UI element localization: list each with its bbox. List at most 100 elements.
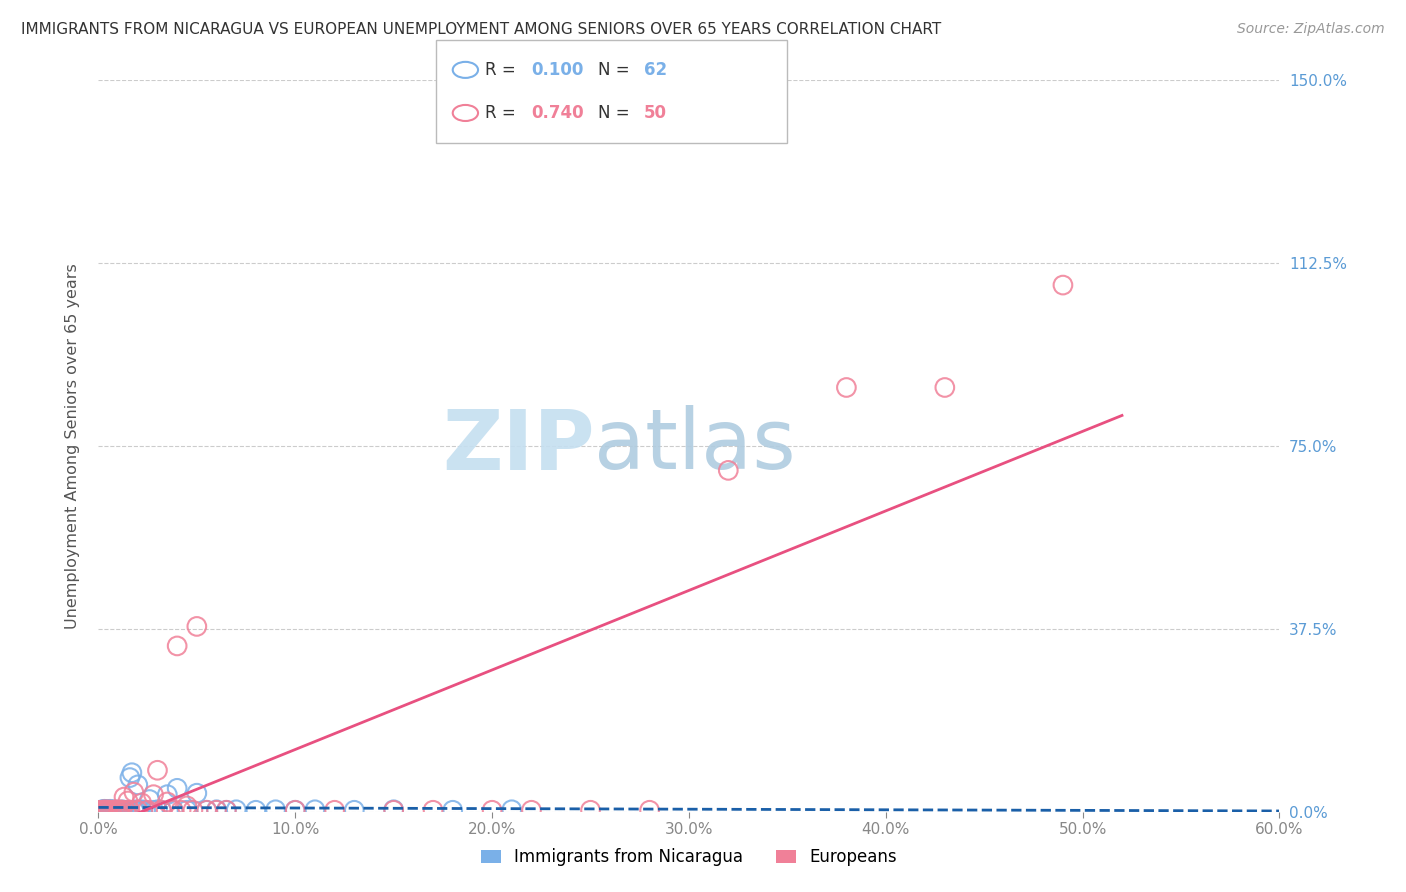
Point: [156, 788, 179, 802]
Point: [186, 786, 208, 800]
Point: [89, 803, 111, 817]
Point: [93, 802, 115, 816]
Point: [96, 803, 118, 817]
Point: [136, 803, 159, 817]
Point: [111, 804, 134, 818]
Point: [111, 803, 134, 817]
Point: [142, 803, 165, 817]
Point: [138, 792, 160, 806]
Text: N =: N =: [598, 61, 634, 78]
Point: [146, 803, 169, 817]
Text: 0.740: 0.740: [531, 104, 583, 122]
Point: [107, 804, 129, 818]
Point: [150, 803, 173, 817]
Point: [150, 803, 173, 817]
Point: [93, 803, 115, 817]
Text: R =: R =: [485, 104, 522, 122]
Point: [107, 803, 129, 817]
Point: [108, 803, 131, 817]
Point: [835, 380, 858, 394]
Point: [382, 803, 405, 817]
Point: [156, 795, 179, 809]
Point: [195, 803, 218, 817]
Point: [96, 803, 118, 817]
Point: [101, 803, 124, 817]
Point: [101, 803, 124, 817]
Point: [122, 803, 145, 817]
Point: [638, 803, 661, 817]
Text: 0.100: 0.100: [531, 61, 583, 78]
Point: [205, 803, 228, 817]
Point: [96, 803, 118, 817]
Point: [127, 803, 149, 817]
Point: [520, 803, 543, 817]
Point: [98, 803, 121, 817]
Point: [91, 803, 114, 817]
Point: [225, 803, 247, 817]
Point: [142, 788, 165, 802]
Point: [115, 804, 138, 818]
Point: [115, 803, 138, 817]
Point: [131, 803, 153, 817]
Text: 62: 62: [644, 61, 666, 78]
Point: [91, 804, 114, 818]
Point: [103, 803, 125, 817]
Point: [441, 803, 464, 817]
Legend: Immigrants from Nicaragua, Europeans: Immigrants from Nicaragua, Europeans: [474, 841, 904, 873]
Point: [91, 804, 114, 818]
Point: [323, 803, 346, 817]
Point: [128, 803, 150, 817]
Point: [89, 804, 111, 818]
Point: [125, 803, 148, 817]
Point: [195, 803, 218, 817]
Point: [98, 803, 121, 817]
Point: [181, 803, 204, 817]
Point: [98, 804, 121, 818]
Point: [96, 804, 118, 818]
Point: [1052, 278, 1074, 293]
Point: [111, 803, 134, 817]
Point: [103, 803, 125, 817]
Point: [481, 803, 503, 817]
Text: R =: R =: [485, 61, 522, 78]
Point: [93, 803, 115, 817]
Point: [166, 639, 188, 653]
Point: [162, 803, 184, 817]
Point: [215, 803, 238, 817]
Point: [117, 794, 139, 808]
Text: 50: 50: [644, 104, 666, 122]
Point: [107, 803, 129, 817]
Point: [215, 803, 238, 817]
Point: [97, 803, 120, 817]
Point: [97, 803, 120, 817]
Point: [135, 803, 157, 817]
Point: [934, 380, 956, 394]
Point: [186, 619, 208, 633]
Point: [264, 803, 287, 817]
Point: [96, 804, 118, 818]
Point: [131, 796, 153, 810]
Point: [112, 803, 135, 817]
Point: [304, 803, 326, 817]
Point: [105, 803, 128, 817]
Point: [89, 804, 111, 818]
Point: [162, 803, 184, 817]
Text: IMMIGRANTS FROM NICARAGUA VS EUROPEAN UNEMPLOYMENT AMONG SENIORS OVER 65 YEARS C: IMMIGRANTS FROM NICARAGUA VS EUROPEAN UN…: [21, 22, 942, 37]
Point: [105, 804, 128, 818]
Y-axis label: Unemployment Among Seniors over 65 years: Unemployment Among Seniors over 65 years: [65, 263, 80, 629]
Text: atlas: atlas: [595, 406, 796, 486]
Point: [98, 802, 121, 816]
Point: [176, 798, 198, 813]
Point: [103, 803, 125, 817]
Point: [343, 803, 366, 817]
Point: [101, 804, 124, 818]
Text: N =: N =: [598, 104, 634, 122]
Point: [91, 803, 114, 817]
Point: [89, 803, 111, 817]
Point: [118, 803, 141, 817]
Point: [284, 803, 307, 817]
Point: [117, 803, 139, 817]
Point: [93, 804, 115, 818]
Text: Source: ZipAtlas.com: Source: ZipAtlas.com: [1237, 22, 1385, 37]
Point: [176, 803, 198, 817]
